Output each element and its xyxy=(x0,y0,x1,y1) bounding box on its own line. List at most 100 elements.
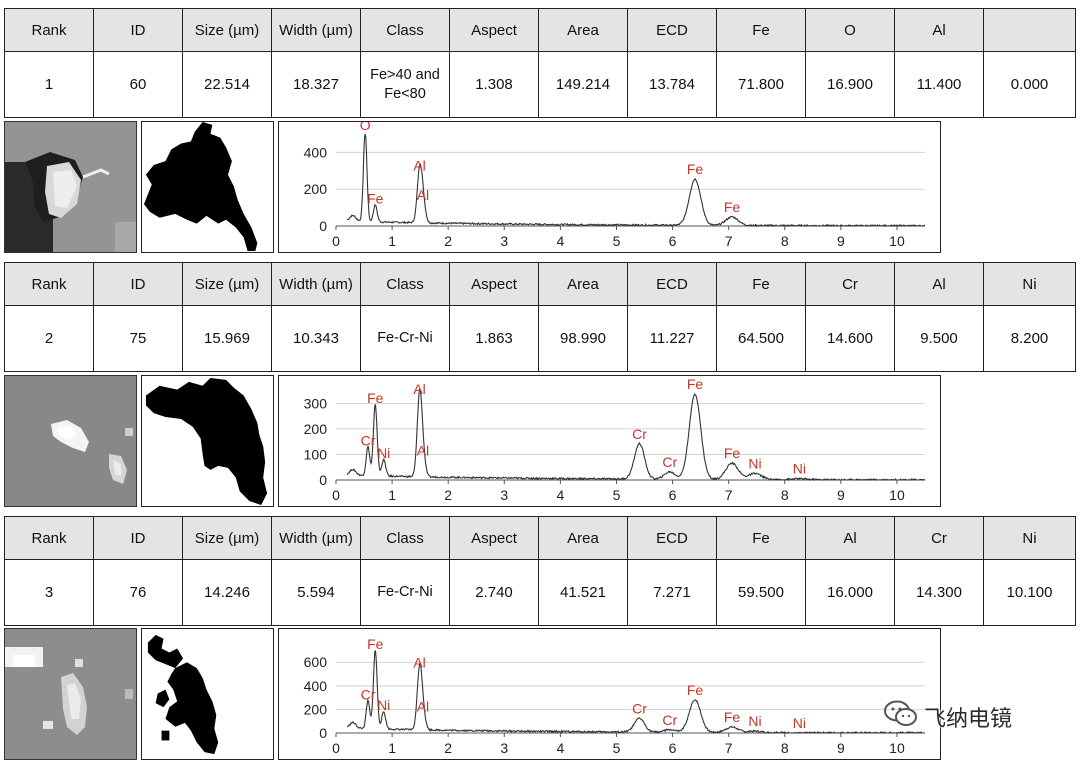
header-cell: Rank xyxy=(4,262,94,306)
peak-label: Cr xyxy=(361,687,376,703)
header-cell: Size (µm) xyxy=(182,8,272,52)
header-cell: ECD xyxy=(627,8,717,52)
header-cell: Class xyxy=(360,8,450,52)
header-cell: ID xyxy=(93,262,183,306)
value-cell: 11.227 xyxy=(627,305,717,372)
x-tick-label: 4 xyxy=(556,487,564,503)
peak-label: Fe xyxy=(724,709,741,725)
header-cell: Ni xyxy=(983,516,1076,560)
x-tick-label: 1 xyxy=(388,233,396,249)
peak-label: Cr xyxy=(662,454,677,470)
y-tick-label: 200 xyxy=(304,421,328,437)
header-cell: Cr xyxy=(894,516,984,560)
value-cell: 41.521 xyxy=(538,559,628,626)
header-cell: Size (µm) xyxy=(182,516,272,560)
peak-label: Fe xyxy=(687,682,704,698)
x-tick-label: 8 xyxy=(781,487,789,503)
particle-mask-3 xyxy=(141,628,274,760)
header-cell: Fe xyxy=(716,262,806,306)
sem-image-2 xyxy=(4,375,137,507)
spectrum-line xyxy=(346,388,926,482)
header-cell: Class xyxy=(360,262,450,306)
value-cell: 5.594 xyxy=(271,559,361,626)
header-cell: Area xyxy=(538,8,628,52)
header-cell: Al xyxy=(894,262,984,306)
peak-label: Cr xyxy=(632,426,647,442)
y-tick-label: 200 xyxy=(304,701,328,717)
value-cell: 11.400 xyxy=(894,51,984,118)
peak-label: O xyxy=(360,122,371,133)
y-tick-label: 400 xyxy=(304,678,328,694)
value-cell: 9.500 xyxy=(894,305,984,372)
x-tick-label: 0 xyxy=(332,487,340,503)
value-cell: 16.900 xyxy=(805,51,895,118)
y-tick-label: 0 xyxy=(319,725,327,741)
value-cell: 2 xyxy=(4,305,94,372)
value-cell: 22.514 xyxy=(182,51,272,118)
x-tick-label: 10 xyxy=(889,740,905,756)
peak-label: Fe xyxy=(367,636,384,652)
value-cell: 10.343 xyxy=(271,305,361,372)
x-tick-label: 9 xyxy=(837,233,845,249)
x-tick-label: 0 xyxy=(332,233,340,249)
header-cell: Width (µm) xyxy=(271,8,361,52)
value-cell: 149.214 xyxy=(538,51,628,118)
x-tick-label: 6 xyxy=(669,487,677,503)
x-tick-label: 5 xyxy=(613,233,621,249)
particle-mask-2 xyxy=(141,375,274,507)
x-tick-label: 10 xyxy=(889,233,905,249)
value-cell: 1.863 xyxy=(449,305,539,372)
peak-label: Fe xyxy=(687,161,704,177)
x-tick-label: 4 xyxy=(556,233,564,249)
header-cell: Al xyxy=(805,516,895,560)
table-row: 2 75 15.969 10.343 Fe-Cr-Ni 1.863 98.990… xyxy=(4,305,1076,372)
particle-table-3: Rank ID Size (µm) Width (µm) Class Aspec… xyxy=(4,516,1076,626)
x-tick-label: 9 xyxy=(837,740,845,756)
class-cell: Fe-Cr-Ni xyxy=(360,559,450,626)
particle-mask-1 xyxy=(141,121,274,253)
value-cell: 71.800 xyxy=(716,51,806,118)
header-cell: Aspect xyxy=(449,516,539,560)
value-cell: 3 xyxy=(4,559,94,626)
peak-label: Al xyxy=(417,443,429,459)
header-cell: Width (µm) xyxy=(271,516,361,560)
value-cell: 76 xyxy=(93,559,183,626)
eds-spectrum-1: 0 200 400 0 1 2 3 4 5 6 7 8 9 10 O Fe Al Al Fe Fe xyxy=(278,121,941,253)
y-tick-label: 100 xyxy=(304,446,328,462)
x-tick-label: 5 xyxy=(613,487,621,503)
peak-label: Ni xyxy=(793,715,806,731)
header-cell xyxy=(983,8,1076,52)
x-tick-label: 3 xyxy=(500,487,508,503)
header-cell: Area xyxy=(538,516,628,560)
sem-image-1 xyxy=(4,121,137,253)
value-cell: 59.500 xyxy=(716,559,806,626)
peak-label: Al xyxy=(413,655,425,671)
value-cell: 64.500 xyxy=(716,305,806,372)
peak-label: Al xyxy=(417,698,429,714)
y-tick-label: 300 xyxy=(304,395,328,411)
x-tick-label: 3 xyxy=(500,740,508,756)
x-tick-label: 7 xyxy=(725,487,733,503)
x-tick-label: 8 xyxy=(781,740,789,756)
x-tick-label: 5 xyxy=(613,740,621,756)
header-cell: Ni xyxy=(983,262,1076,306)
spectrum-line xyxy=(346,133,926,228)
table-header-row: Rank ID Size (µm) Width (µm) Class Aspec… xyxy=(4,262,1076,306)
peak-label: Ni xyxy=(748,455,761,471)
header-cell: Fe xyxy=(716,516,806,560)
x-tick-label: 1 xyxy=(388,487,396,503)
peak-label: Fe xyxy=(367,191,384,207)
peak-label: Ni xyxy=(377,445,390,461)
y-tick-label: 0 xyxy=(319,218,327,234)
peak-label: Cr xyxy=(662,712,677,728)
spectrum-chart: 0 200 400 0 1 2 3 4 5 6 7 8 9 10 O Fe Al Al Fe Fe xyxy=(304,122,926,249)
peak-label: Ni xyxy=(377,697,390,713)
y-tick-label: 0 xyxy=(319,472,327,488)
header-cell: Cr xyxy=(805,262,895,306)
value-cell: 1.308 xyxy=(449,51,539,118)
table-row: 3 76 14.246 5.594 Fe-Cr-Ni 2.740 41.521 … xyxy=(4,559,1076,626)
x-tick-label: 8 xyxy=(781,233,789,249)
x-tick-label: 3 xyxy=(500,233,508,249)
